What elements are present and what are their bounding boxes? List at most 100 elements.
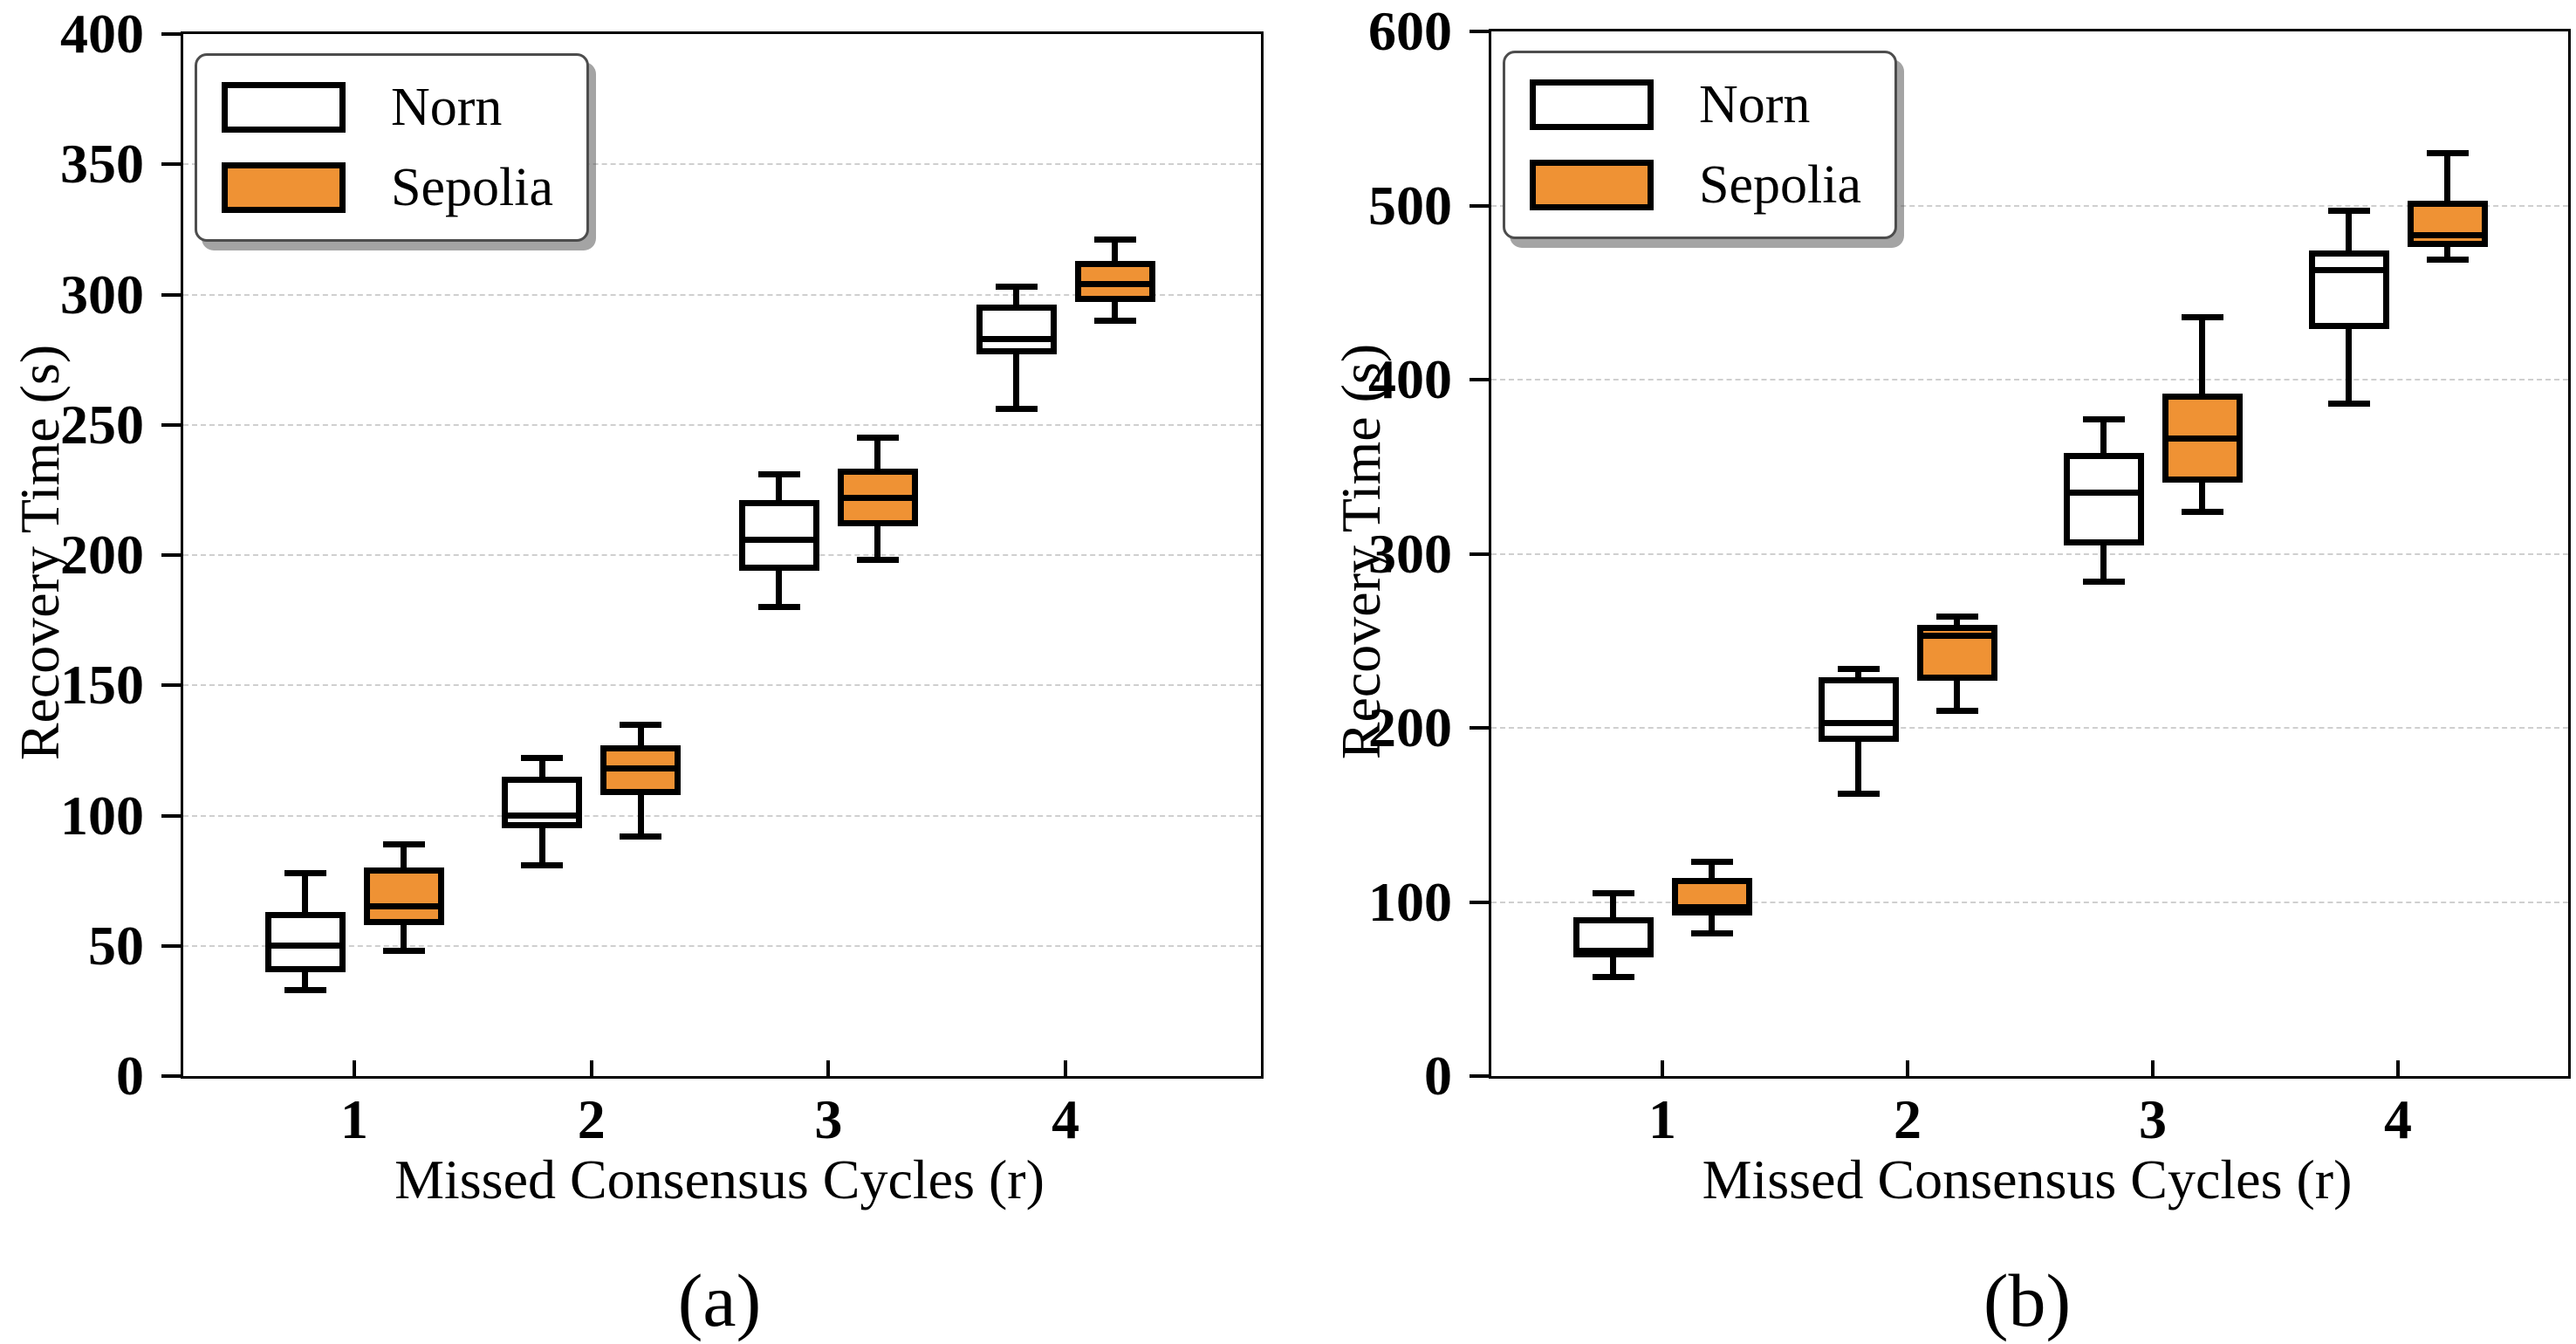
- x-tick-label-3: 3: [2139, 1088, 2167, 1150]
- y-tick-200: [161, 553, 181, 557]
- y-tick-label-100: 100: [1368, 870, 1452, 933]
- whisker-cap-high-a-g1-norn: [284, 869, 326, 876]
- median-a-g4-sepolia: [1074, 281, 1155, 288]
- box-a-g3-norn: [738, 500, 819, 571]
- legend-entry-sepolia: Sepolia: [222, 161, 553, 215]
- whisker-cap-high-b-g3-sepolia: [2181, 313, 2223, 320]
- legend-label-norn: Norn: [1699, 75, 1811, 134]
- whisker-cap-low-a-g3-sepolia: [856, 557, 899, 564]
- whisker-cap-high-a-g1-sepolia: [382, 840, 425, 847]
- whisker-cap-high-b-g2-sepolia: [1935, 613, 1978, 620]
- gridline-y100: [183, 814, 1261, 817]
- median-a-g2-norn: [502, 813, 583, 819]
- y-tick-100: [161, 813, 181, 818]
- panel-b-legend: Norn Sepolia: [1503, 51, 1897, 239]
- whisker-cap-high-b-g4-norn: [2327, 207, 2370, 214]
- box-a-g1-sepolia: [363, 867, 444, 925]
- whisker-cap-low-a-g2-sepolia: [620, 833, 662, 840]
- gridline-y200: [1491, 727, 2568, 729]
- box-b-g4-norn: [2308, 250, 2389, 330]
- legend-entry-norn: Norn: [1530, 78, 1861, 132]
- gridline-y350: [183, 163, 1261, 166]
- norn-swatch-icon: [1530, 79, 1654, 130]
- gridline-y200: [183, 554, 1261, 556]
- gridline-y150: [183, 684, 1261, 687]
- panel-a-ylabel: Recovery Time (s): [9, 344, 71, 761]
- sepolia-swatch-icon: [1530, 160, 1654, 210]
- median-b-g2-norn: [1818, 719, 1899, 726]
- whisker-cap-high-b-g2-norn: [1837, 665, 1880, 672]
- y-tick-400: [1470, 378, 1489, 381]
- box-a-g1-norn: [264, 911, 346, 972]
- x-tick-3: [826, 1060, 831, 1076]
- y-tick-label-150: 150: [60, 654, 144, 717]
- whisker-cap-high-a-g2-norn: [521, 755, 564, 762]
- y-tick-50: [161, 943, 181, 948]
- sepolia-swatch-icon: [222, 162, 346, 213]
- x-tick-label-2: 2: [1894, 1088, 1922, 1150]
- whisker-cap-low-b-g4-sepolia: [2426, 256, 2469, 263]
- x-tick-label-2: 2: [577, 1088, 606, 1150]
- legend-label-sepolia: Sepolia: [391, 158, 553, 217]
- whisker-cap-low-b-g3-norn: [2082, 578, 2125, 585]
- legend-entry-norn: Norn: [222, 80, 553, 134]
- y-tick-0: [1470, 1074, 1489, 1078]
- y-tick-label-300: 300: [1368, 522, 1452, 585]
- y-tick-label-300: 300: [60, 263, 144, 326]
- whisker-cap-low-a-g1-sepolia: [382, 948, 425, 955]
- median-a-g3-sepolia: [837, 494, 918, 501]
- gridline-y500: [1491, 204, 2568, 207]
- panel-b-caption: (b): [1983, 1258, 2072, 1342]
- y-tick-600: [1470, 30, 1489, 33]
- whisker-cap-low-b-g1-norn: [1592, 973, 1634, 980]
- legend-entry-sepolia: Sepolia: [1530, 158, 1861, 212]
- panel-b-xlabel: Missed Consensus Cycles (r): [1702, 1149, 2353, 1210]
- median-a-g1-sepolia: [363, 903, 444, 910]
- x-tick-4: [1064, 1060, 1068, 1076]
- y-tick-200: [1470, 726, 1489, 730]
- x-tick-2: [1906, 1060, 1909, 1076]
- y-tick-label-200: 200: [60, 524, 144, 586]
- median-a-g1-norn: [264, 943, 346, 950]
- whisker-cap-low-b-g3-sepolia: [2181, 509, 2223, 516]
- box-a-g2-norn: [502, 776, 583, 829]
- whisker-cap-low-a-g1-norn: [284, 986, 326, 993]
- y-tick-label-0: 0: [1424, 1045, 1452, 1107]
- whisker-cap-high-b-g1-sepolia: [1690, 859, 1733, 866]
- x-tick-3: [2151, 1060, 2155, 1076]
- y-tick-label-350: 350: [60, 133, 144, 195]
- y-tick-label-100: 100: [60, 784, 144, 847]
- median-b-g4-norn: [2308, 266, 2389, 273]
- median-b-g1-sepolia: [1671, 903, 1752, 910]
- whisker-cap-high-a-g4-norn: [995, 284, 1038, 291]
- whisker-cap-high-a-g3-norn: [757, 470, 800, 477]
- median-b-g3-norn: [2063, 490, 2144, 497]
- whisker-cap-low-b-g1-sepolia: [1690, 929, 1733, 936]
- median-b-g2-sepolia: [1916, 632, 1997, 639]
- median-b-g1-norn: [1572, 947, 1654, 954]
- box-a-g4-norn: [976, 305, 1057, 355]
- y-tick-250: [161, 422, 181, 427]
- x-tick-4: [2396, 1060, 2400, 1076]
- median-a-g3-norn: [738, 536, 819, 543]
- median-b-g4-sepolia: [2407, 231, 2488, 238]
- y-tick-label-250: 250: [60, 393, 144, 456]
- x-tick-1: [1661, 1060, 1664, 1076]
- x-tick-2: [589, 1060, 593, 1076]
- box-b-g2-norn: [1818, 677, 1899, 742]
- panel-a-xlabel: Missed Consensus Cycles (r): [394, 1149, 1045, 1210]
- median-a-g4-norn: [976, 335, 1057, 342]
- whisker-cap-high-b-g3-norn: [2082, 416, 2125, 423]
- gridline-y400: [1491, 379, 2568, 381]
- y-tick-label-200: 200: [1368, 696, 1452, 758]
- whisker-cap-low-a-g2-norn: [521, 861, 564, 868]
- y-tick-label-500: 500: [1368, 174, 1452, 237]
- box-b-g4-sepolia: [2407, 200, 2488, 248]
- x-tick-label-3: 3: [814, 1088, 843, 1150]
- panel-a-legend: Norn Sepolia: [195, 53, 589, 242]
- y-tick-0: [161, 1074, 181, 1078]
- y-tick-label-50: 50: [88, 914, 144, 977]
- y-tick-300: [161, 292, 181, 297]
- whisker-cap-low-a-g3-norn: [757, 604, 800, 611]
- y-tick-300: [1470, 552, 1489, 556]
